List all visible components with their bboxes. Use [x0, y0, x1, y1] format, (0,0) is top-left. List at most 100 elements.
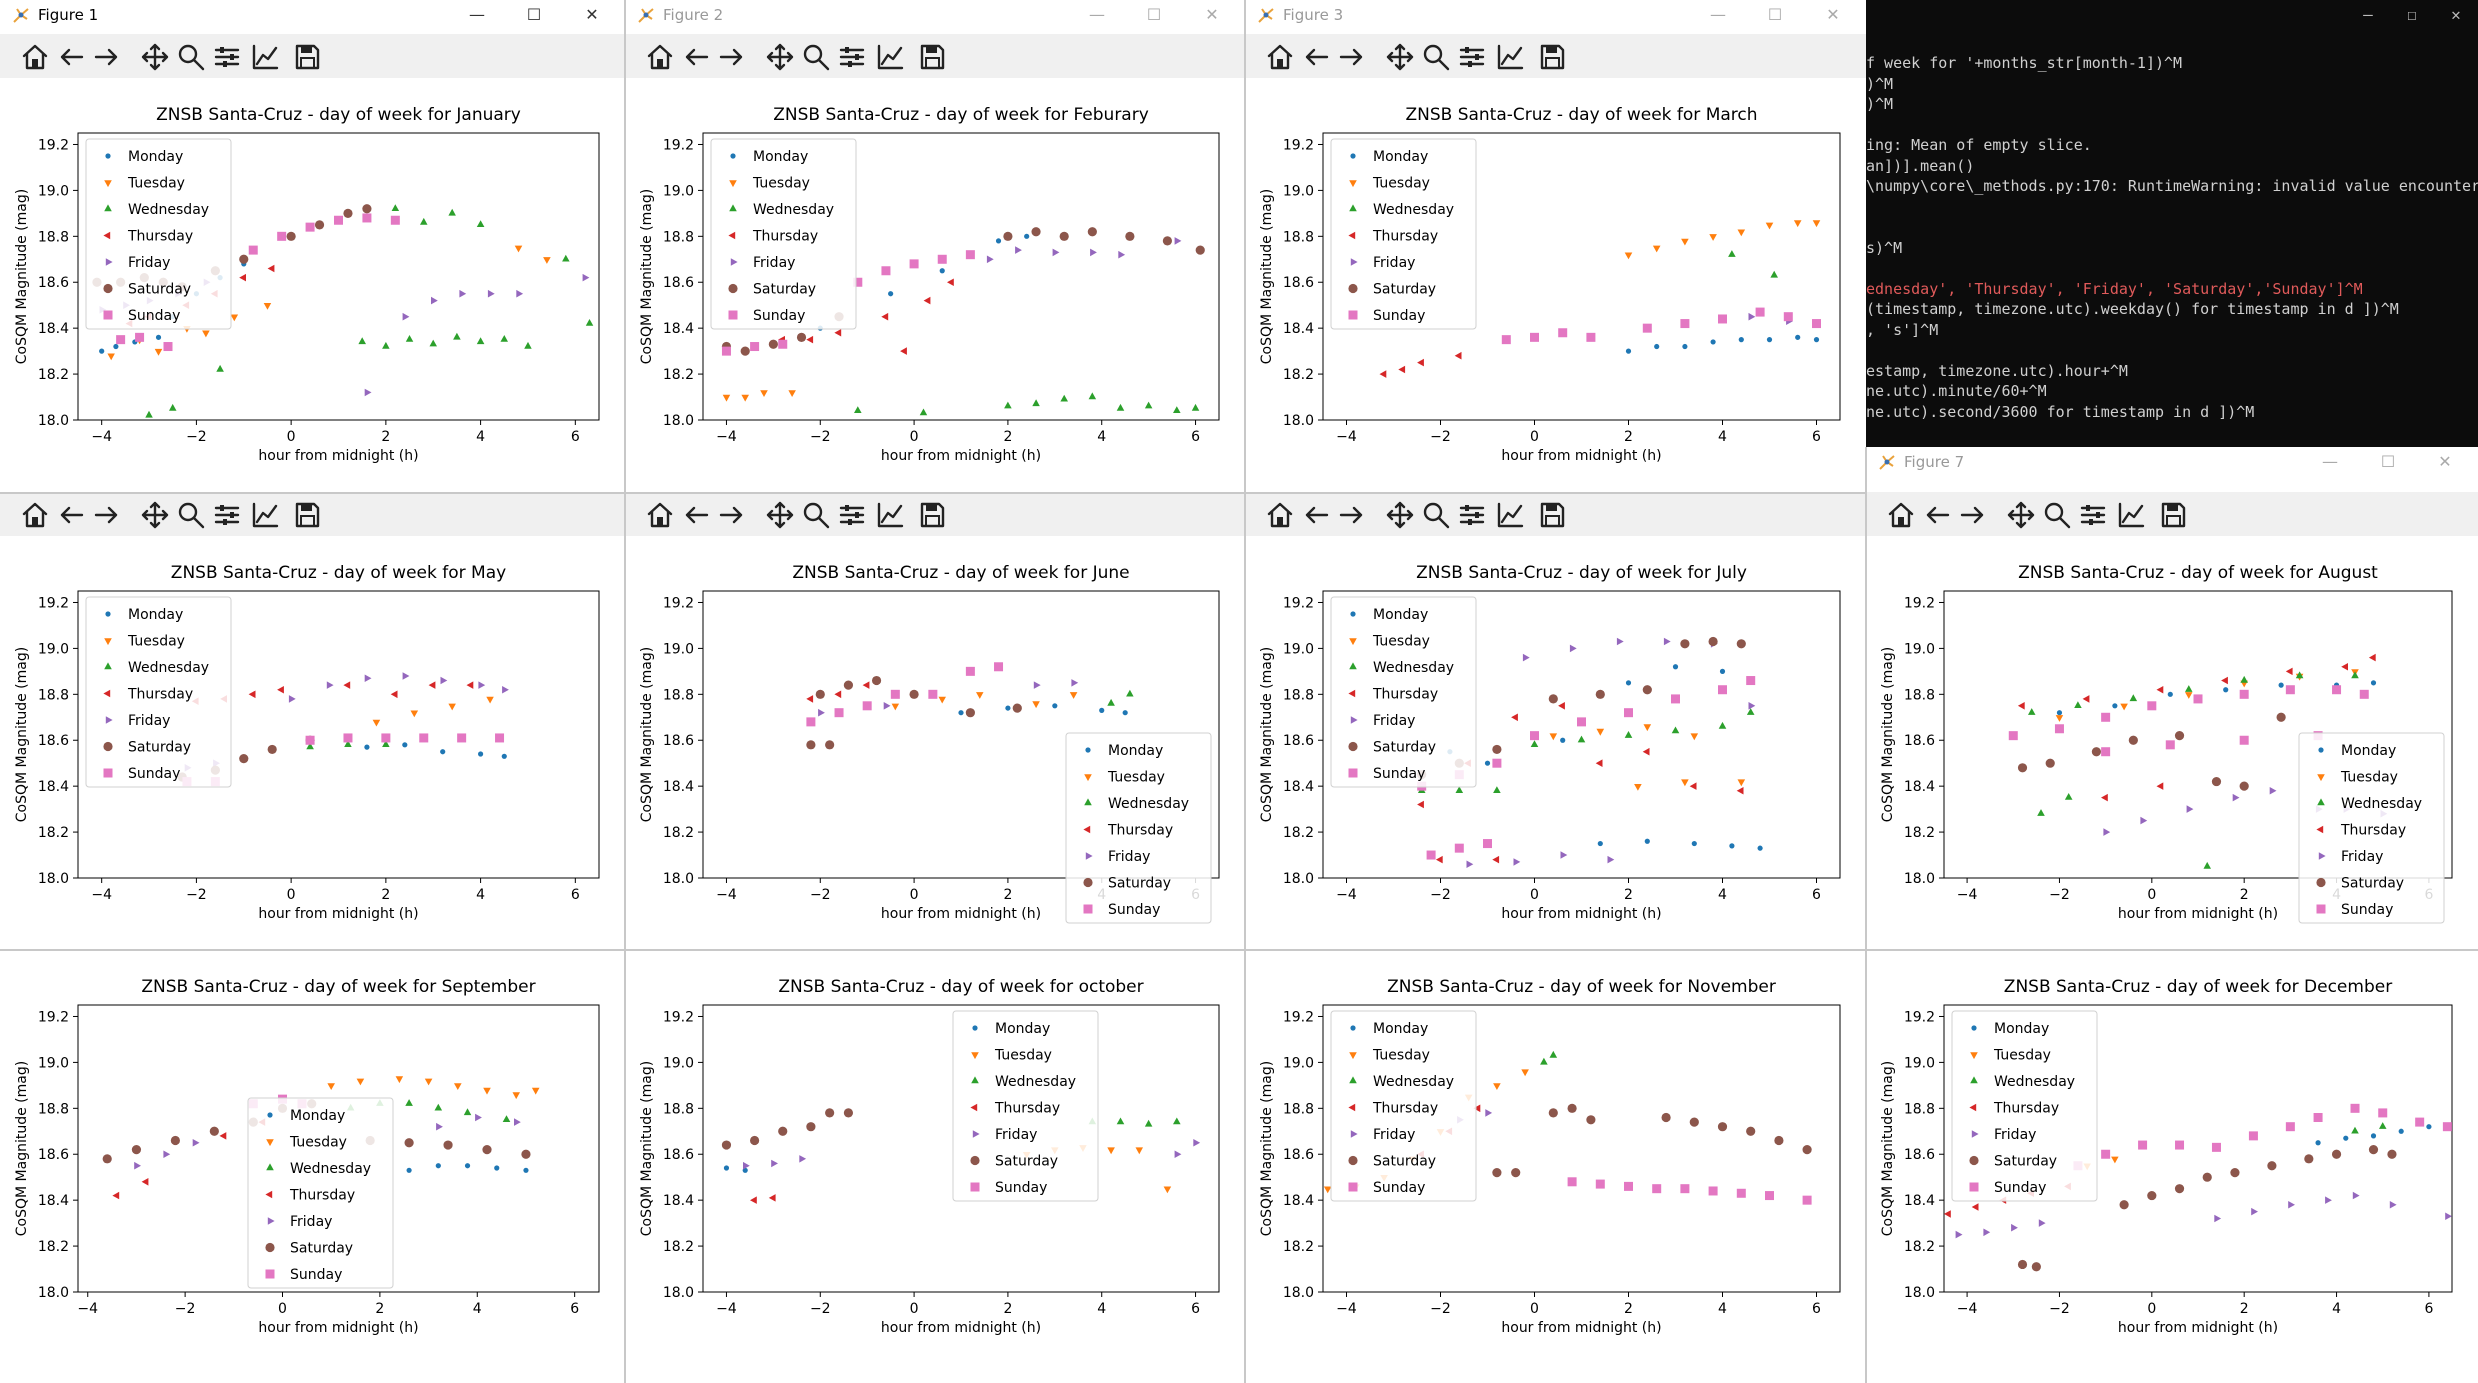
- forward-arrow-icon[interactable]: [92, 500, 122, 530]
- figure7-titlebar[interactable]: Figure 7 — ☐ ✕: [1866, 447, 2478, 477]
- close-button[interactable]: ✕: [585, 5, 599, 24]
- pan-icon[interactable]: [765, 42, 795, 72]
- edit-axis-icon[interactable]: [875, 500, 905, 530]
- forward-arrow-icon[interactable]: [1337, 500, 1367, 530]
- y-tick-label: 18.6: [38, 275, 69, 291]
- zoom-icon[interactable]: [2042, 500, 2072, 530]
- home-icon[interactable]: [645, 500, 675, 530]
- data-point-wednesday: [585, 319, 594, 326]
- minimize-button[interactable]: —: [469, 5, 485, 24]
- configure-subplots-icon[interactable]: [837, 500, 867, 530]
- data-point-saturday: [2174, 731, 2185, 741]
- edit-axis-icon[interactable]: [1495, 42, 1525, 72]
- data-point-sunday: [2147, 701, 2157, 711]
- minimize-button[interactable]: —: [2322, 452, 2338, 471]
- zoom-icon[interactable]: [801, 42, 831, 72]
- minimize-button[interactable]: —: [1089, 5, 1105, 24]
- minimize-button[interactable]: —: [2363, 5, 2373, 24]
- figure3-titlebar[interactable]: Figure 3 — ☐ ✕: [1245, 0, 1866, 30]
- data-point-sunday: [305, 735, 315, 745]
- back-arrow-icon[interactable]: [681, 42, 711, 72]
- home-icon[interactable]: [1265, 42, 1295, 72]
- back-arrow-icon[interactable]: [1922, 500, 1952, 530]
- edit-axis-icon[interactable]: [1495, 500, 1525, 530]
- home-icon[interactable]: [645, 42, 675, 72]
- back-arrow-icon[interactable]: [1301, 500, 1331, 530]
- save-icon[interactable]: [917, 42, 947, 72]
- edit-axis-icon[interactable]: [250, 500, 280, 530]
- zoom-icon[interactable]: [176, 42, 206, 72]
- close-button[interactable]: ✕: [1205, 5, 1219, 24]
- data-point-tuesday: [1681, 238, 1689, 246]
- home-icon[interactable]: [20, 500, 50, 530]
- legend-marker-thursday: [265, 1190, 273, 1199]
- close-button[interactable]: ✕: [2451, 5, 2461, 24]
- back-arrow-icon[interactable]: [1301, 42, 1331, 72]
- forward-arrow-icon[interactable]: [92, 42, 122, 72]
- configure-subplots-icon[interactable]: [1457, 500, 1487, 530]
- x-tick-label: 2: [381, 429, 390, 445]
- edit-axis-icon[interactable]: [875, 42, 905, 72]
- window-border: [0, 949, 2478, 951]
- maximize-button[interactable]: ☐: [1767, 5, 1783, 24]
- pan-icon[interactable]: [1385, 500, 1415, 530]
- zoom-icon[interactable]: [176, 500, 206, 530]
- home-icon[interactable]: [1886, 500, 1916, 530]
- figure2-plot-area: ZNSB Santa-Cruz - day of week for Febura…: [625, 78, 1245, 492]
- minimize-button[interactable]: —: [1710, 5, 1726, 24]
- save-icon[interactable]: [292, 500, 322, 530]
- pan-icon[interactable]: [1385, 42, 1415, 72]
- pan-icon[interactable]: [140, 42, 170, 72]
- edit-axis-icon[interactable]: [250, 42, 280, 72]
- forward-arrow-icon[interactable]: [717, 500, 747, 530]
- data-point-sunday: [2442, 1122, 2452, 1132]
- configure-subplots-icon[interactable]: [212, 42, 242, 72]
- pan-icon[interactable]: [140, 500, 170, 530]
- maximize-button[interactable]: ☐: [1146, 5, 1162, 24]
- pan-icon[interactable]: [765, 500, 795, 530]
- forward-arrow-icon[interactable]: [1958, 500, 1988, 530]
- save-icon[interactable]: [292, 42, 322, 72]
- edit-axis-icon[interactable]: [2116, 500, 2146, 530]
- maximize-button[interactable]: ☐: [2380, 452, 2396, 471]
- x-tick-label: 4: [1718, 1301, 1727, 1317]
- data-point-monday: [1672, 664, 1679, 670]
- y-tick-label: 18.2: [663, 1239, 694, 1255]
- data-point-saturday: [1125, 231, 1135, 241]
- figure2-titlebar[interactable]: Figure 2 — ☐ ✕: [625, 0, 1245, 30]
- back-arrow-icon[interactable]: [56, 500, 86, 530]
- save-icon[interactable]: [2158, 500, 2188, 530]
- configure-subplots-icon[interactable]: [837, 42, 867, 72]
- data-point-saturday: [170, 1135, 180, 1146]
- data-point-thursday: [1435, 855, 1443, 864]
- save-icon[interactable]: [1537, 500, 1567, 530]
- save-icon[interactable]: [1537, 42, 1567, 72]
- legend: Monday Tuesday Wednesday Thursday Friday Satu…: [1330, 1010, 1477, 1202]
- configure-subplots-icon[interactable]: [212, 500, 242, 530]
- close-button[interactable]: ✕: [1826, 5, 1840, 24]
- terminal-window[interactable]: — ☐ ✕ f week for '+months_str[month-1])^…: [1866, 0, 2478, 447]
- x-tick-label: −4: [716, 1301, 737, 1317]
- zoom-icon[interactable]: [801, 500, 831, 530]
- back-arrow-icon[interactable]: [56, 42, 86, 72]
- data-point-thursday: [2368, 653, 2376, 662]
- x-tick-label: 4: [1718, 429, 1727, 445]
- data-point-friday: [440, 676, 448, 685]
- forward-arrow-icon[interactable]: [1337, 42, 1367, 72]
- y-axis-label: CoSQM Magnitude (mag): [14, 1061, 30, 1236]
- data-point-thursday: [466, 681, 474, 689]
- zoom-icon[interactable]: [1421, 42, 1451, 72]
- back-arrow-icon[interactable]: [681, 500, 711, 530]
- close-button[interactable]: ✕: [2438, 452, 2452, 471]
- save-icon[interactable]: [917, 500, 947, 530]
- pan-icon[interactable]: [2006, 500, 2036, 530]
- forward-arrow-icon[interactable]: [717, 42, 747, 72]
- home-icon[interactable]: [20, 42, 50, 72]
- figure1-titlebar[interactable]: Figure 1 — ☐ ✕: [0, 0, 625, 30]
- maximize-button[interactable]: ☐: [2407, 5, 2417, 24]
- maximize-button[interactable]: ☐: [526, 5, 542, 24]
- configure-subplots-icon[interactable]: [2078, 500, 2108, 530]
- configure-subplots-icon[interactable]: [1457, 42, 1487, 72]
- zoom-icon[interactable]: [1421, 500, 1451, 530]
- home-icon[interactable]: [1265, 500, 1295, 530]
